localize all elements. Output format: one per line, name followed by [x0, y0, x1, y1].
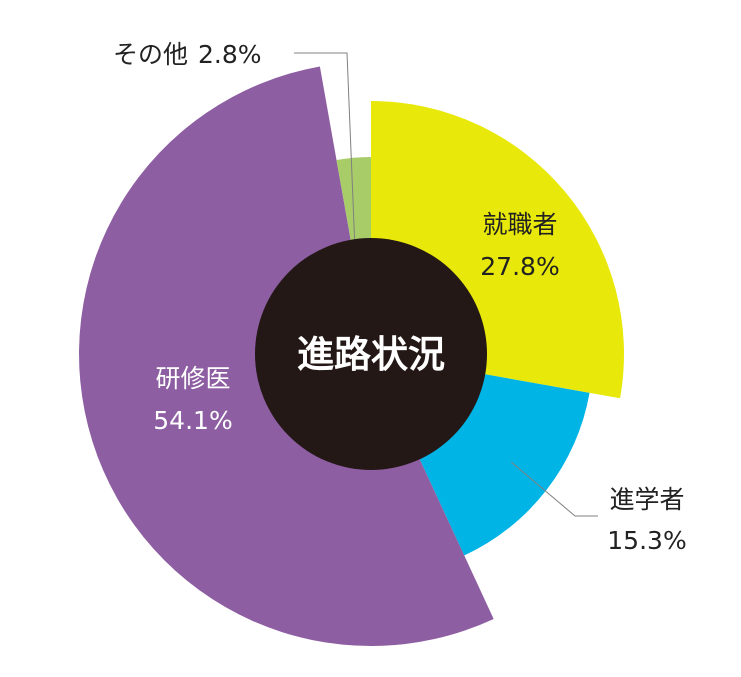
leader-lines: [294, 52, 598, 517]
slice-value-employed: 27.8%: [480, 252, 559, 281]
slice-label-resident: 研修医: [155, 364, 230, 393]
center-disc: [255, 238, 487, 470]
slice-label-further-study: 進学者: [609, 485, 684, 514]
slice-label-employed: 就職者: [482, 210, 557, 239]
chart-title: 進路状況: [297, 333, 445, 376]
slice-label-other: その他: [113, 40, 188, 69]
leader-line-further-study: [510, 461, 598, 517]
slice-value-further-study: 15.3%: [607, 526, 686, 555]
slice-value-other: 2.8%: [198, 40, 262, 69]
slice-value-resident: 54.1%: [153, 406, 232, 435]
leader-line-other: [294, 52, 356, 251]
